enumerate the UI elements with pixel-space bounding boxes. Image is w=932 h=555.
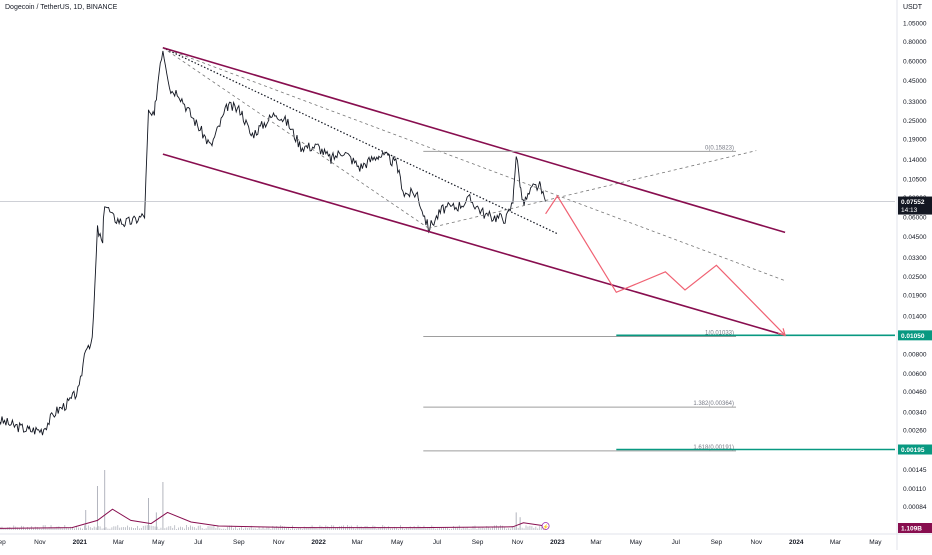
x-tick-label: Nov (751, 539, 763, 546)
x-tick-label: Sep (233, 539, 245, 546)
volume-ma-line (0, 508, 546, 529)
y-tick-label: 0.00340 (903, 409, 927, 416)
y-tick-label: 0.00260 (903, 427, 927, 434)
channel-lower-line (162, 153, 786, 337)
y-tick-label: 0.14000 (903, 157, 927, 164)
x-tick-label: Nov (273, 539, 285, 546)
y-tick-label: 0.04500 (903, 234, 927, 241)
y-tick-label: 0.01400 (903, 313, 927, 320)
x-tick-label: 2023 (550, 539, 565, 546)
price-line (0, 50, 547, 436)
fib-level-label: 1.382(0.00364) (693, 401, 734, 407)
time-axis[interactable]: Sep Nov 2021 Mar May Jul Sep Nov 2022 Mar May Jul Se… (0, 539, 882, 546)
price-series (0, 50, 547, 436)
trendline-1 (162, 47, 558, 235)
x-tick-label: Mar (113, 539, 125, 546)
x-tick-label: 2024 (789, 539, 804, 546)
x-tick-label: Sep (472, 539, 484, 546)
x-tick-label: Nov (512, 539, 524, 546)
trendline-4 (162, 47, 786, 282)
x-tick-label: Mar (352, 539, 364, 546)
y-tick-label: 0.06000 (903, 215, 927, 222)
x-tick-label: Sep (0, 539, 6, 546)
x-tick-label: Jul (433, 539, 442, 546)
level-price-badge-bg (898, 444, 932, 455)
current-price-badge-countdown: 14:13 (901, 207, 918, 214)
current-price-badge: 0.07552 (901, 199, 925, 206)
x-tick-label: Mar (590, 539, 602, 546)
level-price-badge-bg (898, 330, 932, 341)
current-price-badge-bg (898, 196, 932, 215)
trendline-3 (428, 150, 757, 229)
y-tick-label: 0.80000 (903, 39, 927, 46)
y-tick-label: 0.03300 (903, 255, 927, 262)
flash-marker-icon (541, 522, 550, 530)
y-tick-label: 1.05000 (903, 21, 927, 28)
y-tick-label: 0.19000 (903, 136, 927, 143)
y-tick-label: 0.33000 (903, 99, 927, 106)
x-tick-label: May (391, 539, 404, 546)
channel-upper-line (162, 46, 786, 234)
volume-badge: 1.109B (901, 526, 922, 533)
y-tick-label: 0.10500 (903, 177, 927, 184)
fib-level-label: 0(0.15823) (705, 145, 734, 151)
y-tick-label: 0.00145 (903, 467, 927, 474)
fib-level-label: 1.618(0.00191) (693, 445, 734, 451)
x-tick-label: May (152, 539, 165, 546)
y-tick-label: 0.25000 (903, 118, 927, 125)
x-tick-label: 2021 (73, 539, 88, 546)
x-tick-label: Nov (34, 539, 46, 546)
x-tick-label: Jul (194, 539, 203, 546)
x-tick-label: May (630, 539, 643, 546)
volume-badge-bg (898, 523, 932, 533)
x-tick-label: 2022 (311, 539, 326, 546)
symbol-title: Dogecoin / TetherUS, 1D, BINANCE (5, 4, 118, 11)
y-tick-label: 0.00600 (903, 371, 927, 378)
projection-path (545, 194, 786, 336)
y-tick-label: 0.01900 (903, 293, 927, 300)
y-tick-label: 0.45000 (903, 78, 927, 85)
fib-level-label: 1(0.01033) (705, 330, 734, 336)
x-tick-label: Sep (711, 539, 723, 546)
price-axis-unit: USDT (903, 4, 923, 11)
y-tick-label: 0.00110 (903, 486, 926, 493)
y-tick-label: 0.02500 (903, 274, 927, 281)
y-tick-label: 0.00084 (903, 504, 927, 511)
x-tick-label: May (869, 539, 882, 546)
flash-glyph: ⚡ (543, 524, 549, 531)
x-tick-label: Jul (672, 539, 681, 546)
level-price-badge: 0.01050 (901, 333, 925, 340)
x-tick-label: Mar (830, 539, 842, 546)
y-tick-label: 0.00800 (903, 351, 927, 358)
level-price-badge: 0.00195 (901, 447, 925, 454)
y-tick-label: 0.60000 (903, 59, 927, 66)
projection-arrowhead (777, 328, 786, 337)
y-tick-label: 0.00460 (903, 389, 927, 396)
drawing-tools: 0(0.15823) 1(0.01033) 1.382(0.00364) 1.618(… (0, 46, 895, 452)
